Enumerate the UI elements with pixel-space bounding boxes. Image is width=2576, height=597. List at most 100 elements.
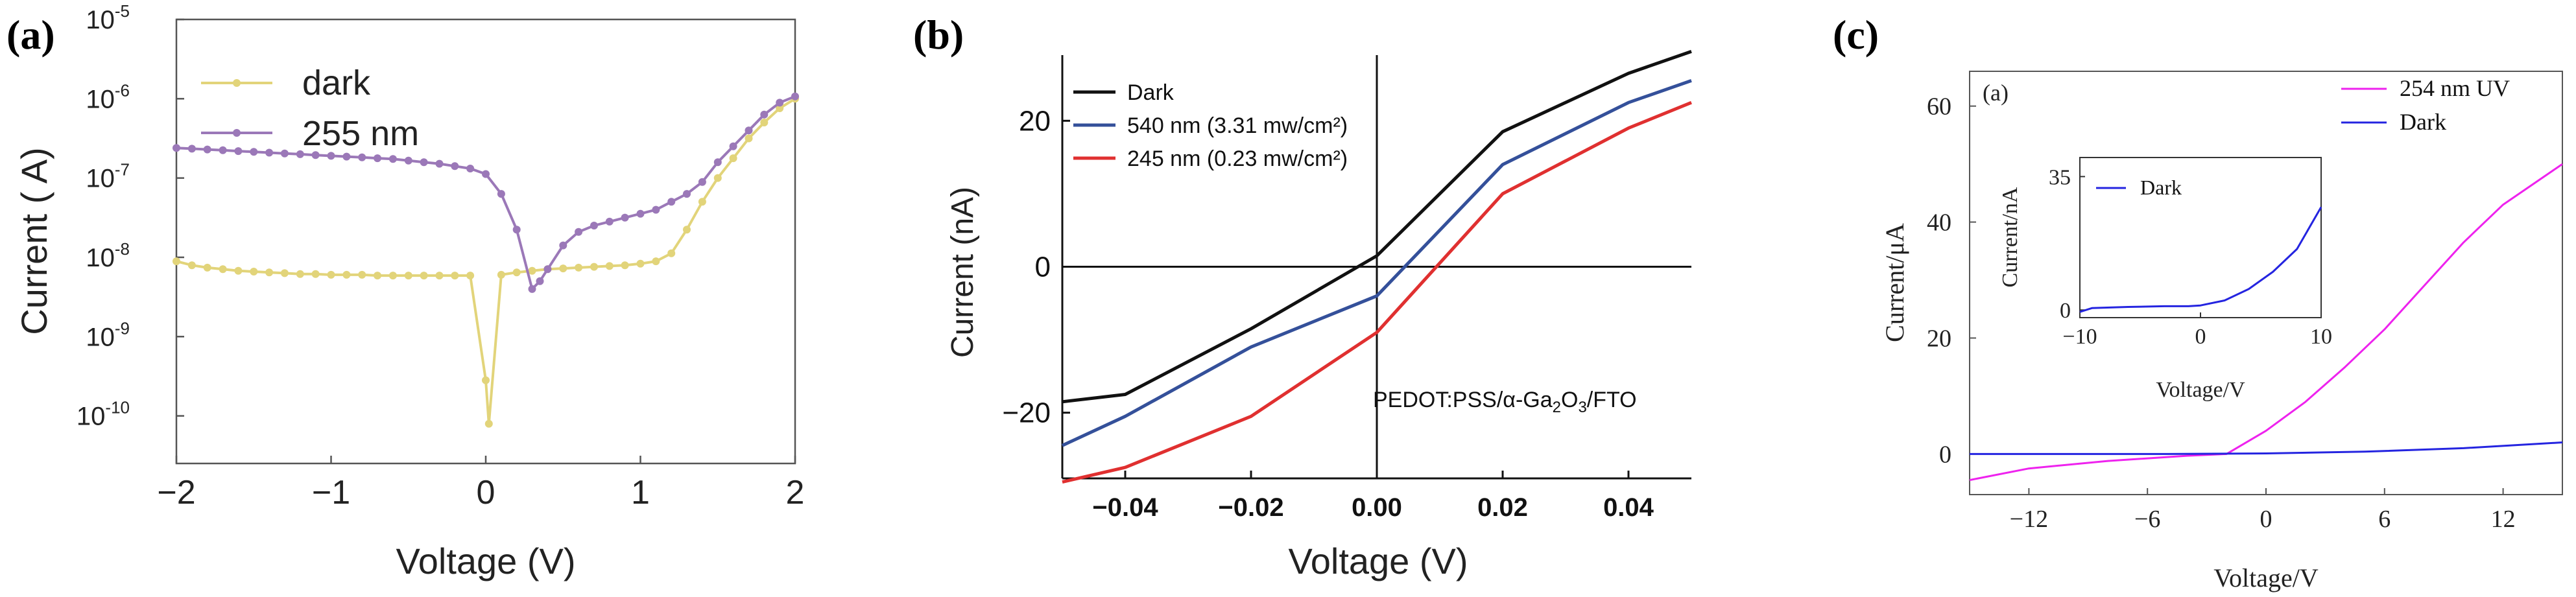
series-a-uv-point [451,162,459,170]
series-b-dark-line [1062,50,1692,404]
y-tick-label-b: 20 [1019,105,1051,137]
legend-c-uv-label: 254 nm UV [2400,75,2510,101]
inset-x-axis-title: Voltage/V [2156,378,2245,402]
y-tick-exp-a: -8 [115,239,130,259]
series-a-uv-point [528,285,536,293]
series-a-uv-point [776,99,784,107]
series-a-dark-point [420,272,428,280]
series-a-uv-point [280,149,289,158]
y-tick-exp-a: -5 [115,1,130,21]
series-a-dark-point [358,270,366,279]
y-axis-title-c: Current/μA [1880,223,1909,342]
series-a-dark-point [203,263,211,272]
series-a-dark-point [776,104,784,112]
series-a-uv-point [296,150,304,158]
series-a-dark-point [745,134,753,143]
y-tick-base-a: 10 [86,85,115,113]
x-tick-label-a: 2 [786,474,805,511]
series-a-dark-point [451,272,459,280]
series-a-uv-point [327,152,335,160]
panel-label-c: (c) [1833,12,1879,58]
x-axis-title-a: Voltage (V) [396,541,575,581]
series-b-540nm-line [1061,79,1692,447]
inset-y-tick-label: 35 [2049,165,2071,189]
y-tick-label-b: −20 [1002,397,1051,429]
series-a-uv-point [713,158,722,167]
series-a-uv-point [265,148,274,157]
series-a-uv-point [575,228,583,236]
series-a-uv-point [621,213,629,222]
y-tick-exp-a: -10 [105,398,130,417]
x-axis-title-b: Voltage (V) [1288,541,1468,581]
y-tick-label-c: 60 [1927,93,1951,121]
legend-b-245-label: 245 nm (0.23 mw/cm²) [1127,146,1348,171]
y-tick-label-a: 10-6 [86,80,130,113]
series-a-uv-point [745,126,753,135]
series-b-245nm-line [1062,100,1692,484]
y-tick-label-c: 0 [1939,441,1951,468]
series-a-uv-point [234,147,243,156]
inset-y-tick-label: 0 [2060,299,2071,323]
x-tick-label-b: 0.04 [1603,493,1654,522]
y-tick-base-a: 10 [86,6,115,34]
inset-x-tick-label: 0 [2195,325,2206,349]
series-a-uv-point [219,146,227,154]
series-a-uv-point [173,144,180,152]
x-tick-label-a: 0 [477,474,495,511]
y-tick-label-c: 40 [1927,209,1951,237]
series-a-dark-point [652,257,660,266]
series-a-uv-point [311,151,320,159]
series-c-dark-line [1970,441,2563,455]
series-a-uv-line [176,95,796,290]
series-a-dark-point [187,261,196,270]
y-tick-exp-a: -6 [115,80,130,100]
inset-frame [2079,157,2322,318]
x-axis-title-c: Voltage/V [2213,563,2319,592]
series-a-dark-point [234,266,243,275]
device-structure-annotation: PEDOT:PSS/α-Ga2O3/FTO [1373,388,1637,416]
legend-a-dark-marker [233,79,241,87]
x-tick-label-b: 0.00 [1352,493,1402,522]
series-a-dark-point [388,272,397,280]
series-a-uv-point [543,265,552,274]
y-tick-exp-a: -7 [115,160,130,180]
series-a-uv-point [512,226,521,234]
series-a-dark-point [698,198,706,206]
series-a-dark-point [250,268,258,275]
inset-series-dark-line [2079,206,2322,313]
y-tick-label-c: 20 [1927,325,1951,352]
series-a-uv-point [358,153,366,161]
series-a-dark-point [683,226,691,234]
series-a-dark-point [713,174,722,182]
series-a-dark-point [296,270,304,278]
series-a-dark-point [559,264,567,273]
series-a-uv-point [203,145,211,154]
series-a-dark-line [176,97,796,425]
legend-a: dark 255 nm [201,64,419,153]
inset-x-tick-label: 10 [2310,325,2332,349]
x-tick-label-c: 0 [2260,506,2272,533]
series-c-uv-line [1969,163,2563,482]
series-a-dark-point [605,262,614,270]
y-axis-title-a: Current ( A) [14,147,54,334]
series-a-uv-point [404,156,412,165]
inset-y-axis-title: Current/nA [1998,187,2022,287]
series-a-uv-point [388,155,397,163]
series-a-uv-point [497,190,505,198]
legend-c: 254 nm UV Dark [2341,75,2510,135]
legend-c-dark-label: Dark [2400,109,2446,135]
y-tick-base-a: 10 [86,244,115,272]
series-a-dark-point [729,154,737,163]
legend-b-540-label: 540 nm (3.31 mw/cm²) [1127,113,1348,138]
y-tick-base-a: 10 [86,323,115,351]
inset-x-tick-label: −10 [2062,325,2097,349]
legend-a-uv-marker [233,129,241,137]
x-tick-label-a: −1 [312,474,350,511]
y-tick-label-a: 10-5 [86,1,130,34]
series-a-dark-point [667,249,676,257]
series-a-dark-point [327,270,335,279]
series-a-uv-point [605,217,614,226]
